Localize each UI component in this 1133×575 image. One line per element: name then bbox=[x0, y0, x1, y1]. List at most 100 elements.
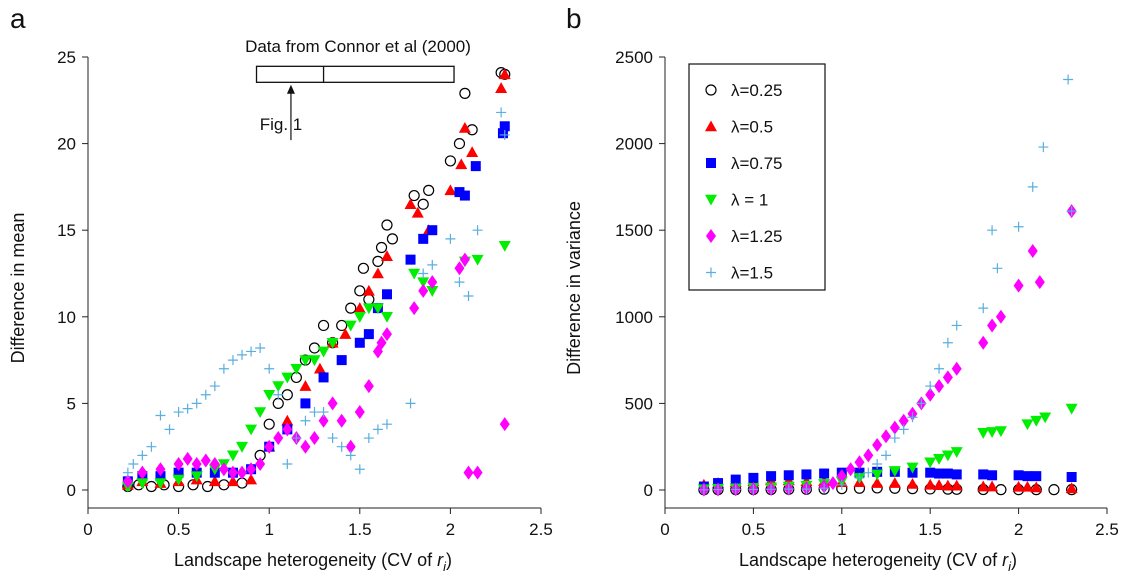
data-point bbox=[372, 255, 384, 267]
data-point bbox=[191, 398, 202, 409]
data-point bbox=[766, 484, 777, 495]
data-point bbox=[290, 363, 303, 375]
data-point bbox=[499, 417, 510, 432]
data-point bbox=[783, 484, 794, 495]
data-point bbox=[381, 327, 392, 342]
y-tick-label: 25 bbox=[57, 48, 76, 67]
data-point bbox=[137, 465, 148, 480]
data-point bbox=[497, 128, 508, 139]
data-point bbox=[227, 355, 238, 366]
data-point bbox=[136, 478, 149, 490]
data-point bbox=[375, 241, 388, 254]
data-point bbox=[299, 355, 312, 367]
data-point bbox=[263, 418, 275, 430]
data-point bbox=[934, 379, 945, 394]
legend-marker bbox=[706, 158, 716, 168]
data-point bbox=[854, 472, 865, 483]
data-point bbox=[282, 422, 293, 437]
data-point bbox=[353, 302, 366, 313]
panel-b-label: b bbox=[566, 3, 582, 34]
data-point bbox=[237, 465, 248, 480]
data-point bbox=[499, 121, 510, 132]
data-point bbox=[309, 407, 320, 418]
data-point bbox=[172, 474, 185, 486]
x-tick-label: 2 bbox=[446, 520, 455, 539]
data-point bbox=[182, 403, 193, 414]
data-point bbox=[827, 476, 838, 491]
data-point bbox=[418, 268, 429, 279]
data-point bbox=[336, 413, 347, 428]
data-point bbox=[942, 337, 953, 348]
data-point bbox=[1039, 412, 1052, 424]
data-point bbox=[191, 457, 202, 472]
data-point bbox=[498, 68, 511, 80]
y-tick-label: 1500 bbox=[615, 221, 653, 240]
data-point bbox=[994, 426, 1007, 438]
data-point bbox=[218, 462, 229, 477]
data-point bbox=[1034, 275, 1045, 290]
data-point bbox=[836, 479, 847, 490]
data-point bbox=[783, 470, 794, 481]
data-point bbox=[1038, 142, 1049, 153]
data-point bbox=[226, 450, 239, 462]
panel-b-x-axis-label: Landscape heterogeneity (CV of ri) bbox=[739, 550, 1017, 574]
y-tick-label: 20 bbox=[57, 135, 76, 154]
data-point bbox=[336, 319, 348, 332]
data-point bbox=[898, 413, 909, 428]
data-point bbox=[977, 428, 990, 439]
data-point bbox=[881, 429, 891, 444]
data-point bbox=[354, 337, 365, 348]
data-point bbox=[411, 206, 424, 218]
data-point bbox=[318, 413, 329, 428]
connor-range-box bbox=[255, 65, 455, 83]
data-point bbox=[941, 450, 954, 462]
y-tick-label: 15 bbox=[57, 221, 76, 240]
data-point bbox=[925, 387, 936, 402]
data-point bbox=[339, 328, 352, 339]
fig1-pointer-label: Fig. 1 bbox=[260, 115, 303, 134]
annotation-title: Data from Connor et al (2000) bbox=[245, 37, 471, 56]
data-point bbox=[318, 372, 329, 383]
data-point bbox=[281, 372, 294, 384]
legend-box bbox=[688, 63, 826, 291]
data-point bbox=[444, 155, 456, 167]
data-point bbox=[934, 468, 945, 479]
data-point bbox=[208, 475, 221, 487]
data-point bbox=[445, 233, 456, 244]
data-point bbox=[934, 363, 945, 374]
data-point bbox=[345, 450, 356, 461]
legend-marker bbox=[705, 84, 717, 96]
data-point bbox=[1066, 206, 1077, 217]
x-tick-label: 0.5 bbox=[167, 520, 191, 539]
data-point bbox=[404, 198, 417, 210]
data-point bbox=[273, 431, 284, 446]
panel-b-y-axis-label: Difference in variance bbox=[564, 201, 584, 375]
data-point bbox=[122, 467, 133, 478]
data-point bbox=[236, 441, 249, 453]
data-point bbox=[459, 190, 470, 201]
data-point bbox=[386, 233, 399, 245]
data-point bbox=[409, 301, 420, 316]
data-point bbox=[730, 484, 741, 495]
data-point bbox=[1030, 415, 1043, 427]
data-point bbox=[951, 320, 962, 331]
data-point bbox=[299, 380, 312, 391]
data-point bbox=[317, 319, 330, 332]
panel-a-x-axis-label: Landscape heterogeneity (CV of ri) bbox=[174, 550, 452, 574]
x-tick-label: 0 bbox=[83, 520, 92, 539]
y-tick-label: 1000 bbox=[615, 308, 653, 327]
data-point bbox=[1012, 480, 1025, 492]
data-point bbox=[226, 475, 239, 487]
data-point bbox=[326, 337, 339, 349]
panel-a-connor-annotation: Data from Connor et al (2000) Fig. 1 bbox=[245, 37, 471, 141]
data-point bbox=[872, 437, 883, 452]
legend-label: λ=1.25 bbox=[731, 227, 783, 246]
data-point bbox=[819, 468, 830, 479]
y-tick-label: 500 bbox=[625, 394, 653, 413]
data-point bbox=[801, 484, 812, 495]
data-point bbox=[173, 467, 184, 478]
data-point bbox=[925, 467, 936, 478]
data-point bbox=[748, 472, 759, 483]
data-point bbox=[227, 465, 238, 480]
data-point bbox=[933, 454, 946, 465]
